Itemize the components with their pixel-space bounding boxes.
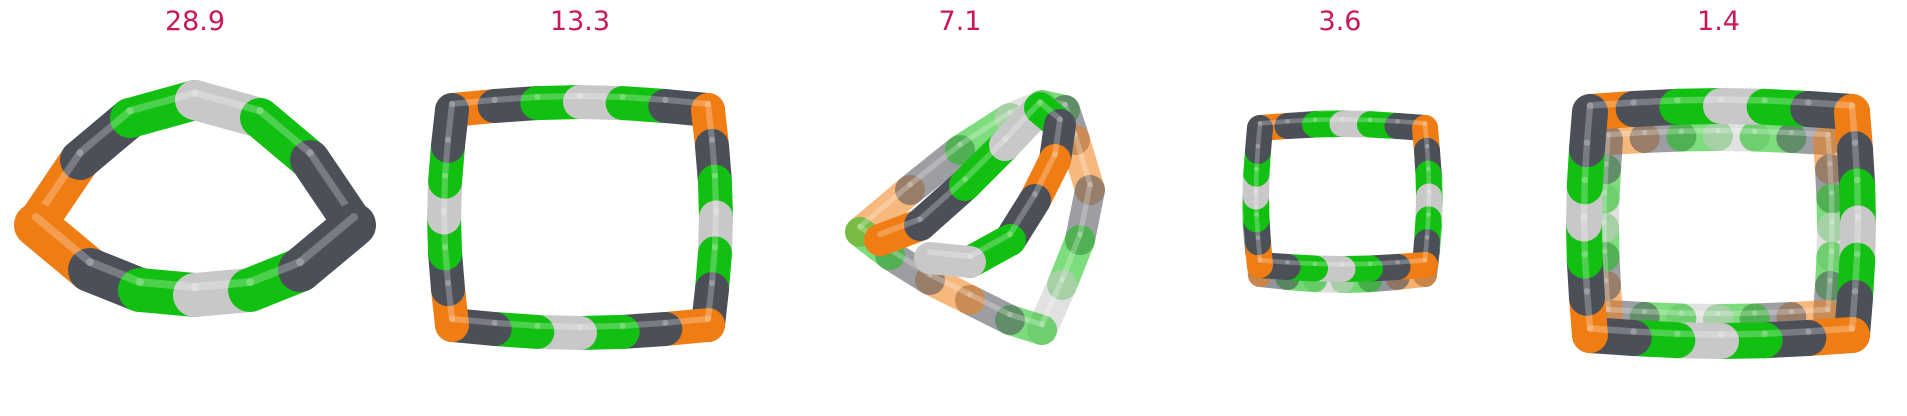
panel-4: 3.6 — [1150, 0, 1530, 416]
panel-1: 28.9 — [0, 0, 390, 416]
panel-5-ring — [1566, 88, 1876, 359]
panel-4-value: 3.6 — [1318, 6, 1362, 37]
panel-2: 13.3 — [390, 0, 770, 416]
panel-5: 1.4 — [1530, 0, 1907, 416]
panel-4-ring — [1242, 110, 1443, 293]
panel-3-ring — [845, 90, 1105, 345]
panel-2-ring — [427, 85, 733, 350]
panel-3-value: 7.1 — [938, 6, 982, 37]
panel-1-ring — [14, 80, 376, 317]
panel-3: 7.1 — [770, 0, 1150, 416]
panel-2-value: 13.3 — [549, 6, 611, 37]
panel-1-value: 28.9 — [164, 6, 226, 37]
panel-5-value: 1.4 — [1697, 6, 1740, 37]
